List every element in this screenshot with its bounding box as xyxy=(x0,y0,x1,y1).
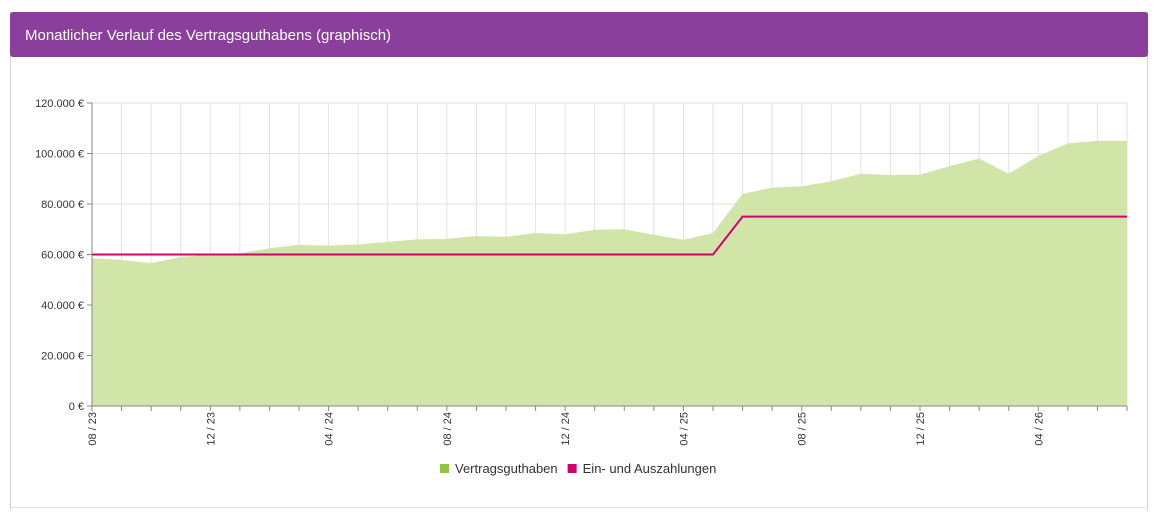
y-tick-label: 120.000 € xyxy=(35,98,84,110)
legend-swatch xyxy=(440,464,449,473)
y-tick-label: 80.000 € xyxy=(41,199,84,211)
x-tick-label: 12 / 24 xyxy=(560,412,572,446)
x-tick-label: 12 / 25 xyxy=(915,412,927,446)
x-tick-label: 04 / 26 xyxy=(1033,412,1045,446)
area xyxy=(92,140,1127,406)
legend-swatch xyxy=(567,464,577,473)
x-tick-label: 04 / 25 xyxy=(678,412,690,446)
legend-label: Vertragsguthaben xyxy=(455,461,558,476)
y-tick-label: 40.000 € xyxy=(41,300,84,312)
x-tick-label: 08 / 24 xyxy=(442,412,454,446)
y-tick-label: 100.000 € xyxy=(35,149,84,161)
y-tick-label: 20.000 € xyxy=(41,351,84,363)
line xyxy=(92,215,1127,256)
x-tick-label: 08 / 23 xyxy=(87,412,99,446)
y-tick-label: 60.000 € xyxy=(41,250,84,262)
x-tick-label: 12 / 23 xyxy=(205,412,217,446)
panel-header xyxy=(10,12,1148,57)
x-tick-label: 04 / 24 xyxy=(324,412,336,446)
panel-title: Monatlicher Verlauf des Vertragsguthaben… xyxy=(25,27,391,44)
legend-label: Ein- und Auszahlungen xyxy=(583,461,717,476)
x-tick-label: 08 / 25 xyxy=(797,412,809,446)
y-tick-label: 0 € xyxy=(69,401,84,413)
